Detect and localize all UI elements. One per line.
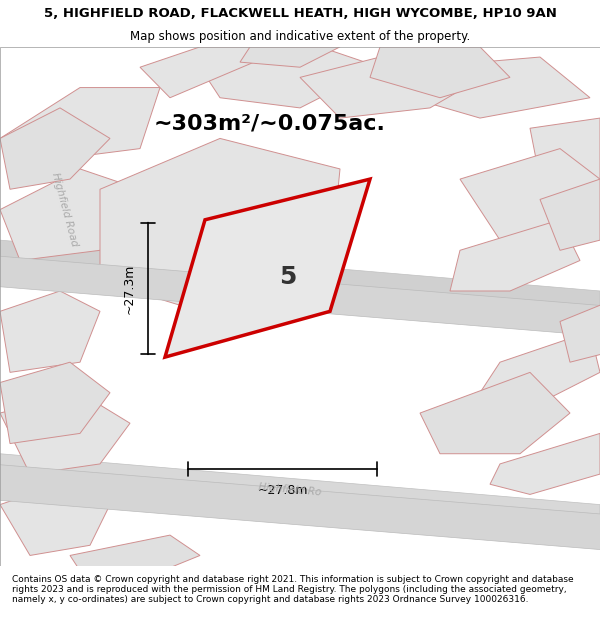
Polygon shape xyxy=(100,138,340,311)
Polygon shape xyxy=(70,535,200,576)
Polygon shape xyxy=(420,372,570,454)
Text: 5, HIGHFIELD ROAD, FLACKWELL HEATH, HIGH WYCOMBE, HP10 9AN: 5, HIGHFIELD ROAD, FLACKWELL HEATH, HIGH… xyxy=(44,7,556,19)
Polygon shape xyxy=(0,256,600,337)
Text: ~303m²/~0.075ac.: ~303m²/~0.075ac. xyxy=(154,113,386,133)
Text: ~27.8m: ~27.8m xyxy=(257,484,308,498)
Polygon shape xyxy=(300,47,500,118)
Polygon shape xyxy=(530,118,600,179)
Text: Highfield Road: Highfield Road xyxy=(50,171,80,248)
Polygon shape xyxy=(540,179,600,250)
Polygon shape xyxy=(0,108,110,189)
Polygon shape xyxy=(0,464,600,551)
Polygon shape xyxy=(200,47,380,108)
Polygon shape xyxy=(560,301,600,362)
Polygon shape xyxy=(0,362,110,444)
Polygon shape xyxy=(0,240,600,321)
Polygon shape xyxy=(240,47,340,68)
Polygon shape xyxy=(480,332,600,403)
Text: Highfield Ro: Highfield Ro xyxy=(258,482,322,497)
Polygon shape xyxy=(450,220,580,291)
Polygon shape xyxy=(165,179,370,357)
Polygon shape xyxy=(0,291,100,372)
Text: Map shows position and indicative extent of the property.: Map shows position and indicative extent… xyxy=(130,30,470,43)
Polygon shape xyxy=(0,169,140,261)
Polygon shape xyxy=(0,454,600,545)
Text: 5: 5 xyxy=(279,265,296,289)
Polygon shape xyxy=(0,484,110,556)
Polygon shape xyxy=(0,88,160,159)
Text: Contains OS data © Crown copyright and database right 2021. This information is : Contains OS data © Crown copyright and d… xyxy=(12,574,574,604)
Polygon shape xyxy=(460,149,600,240)
Polygon shape xyxy=(0,392,130,474)
Polygon shape xyxy=(410,57,590,118)
Polygon shape xyxy=(370,47,510,98)
Text: ~27.3m: ~27.3m xyxy=(123,263,136,314)
Polygon shape xyxy=(140,47,290,98)
Polygon shape xyxy=(490,433,600,494)
